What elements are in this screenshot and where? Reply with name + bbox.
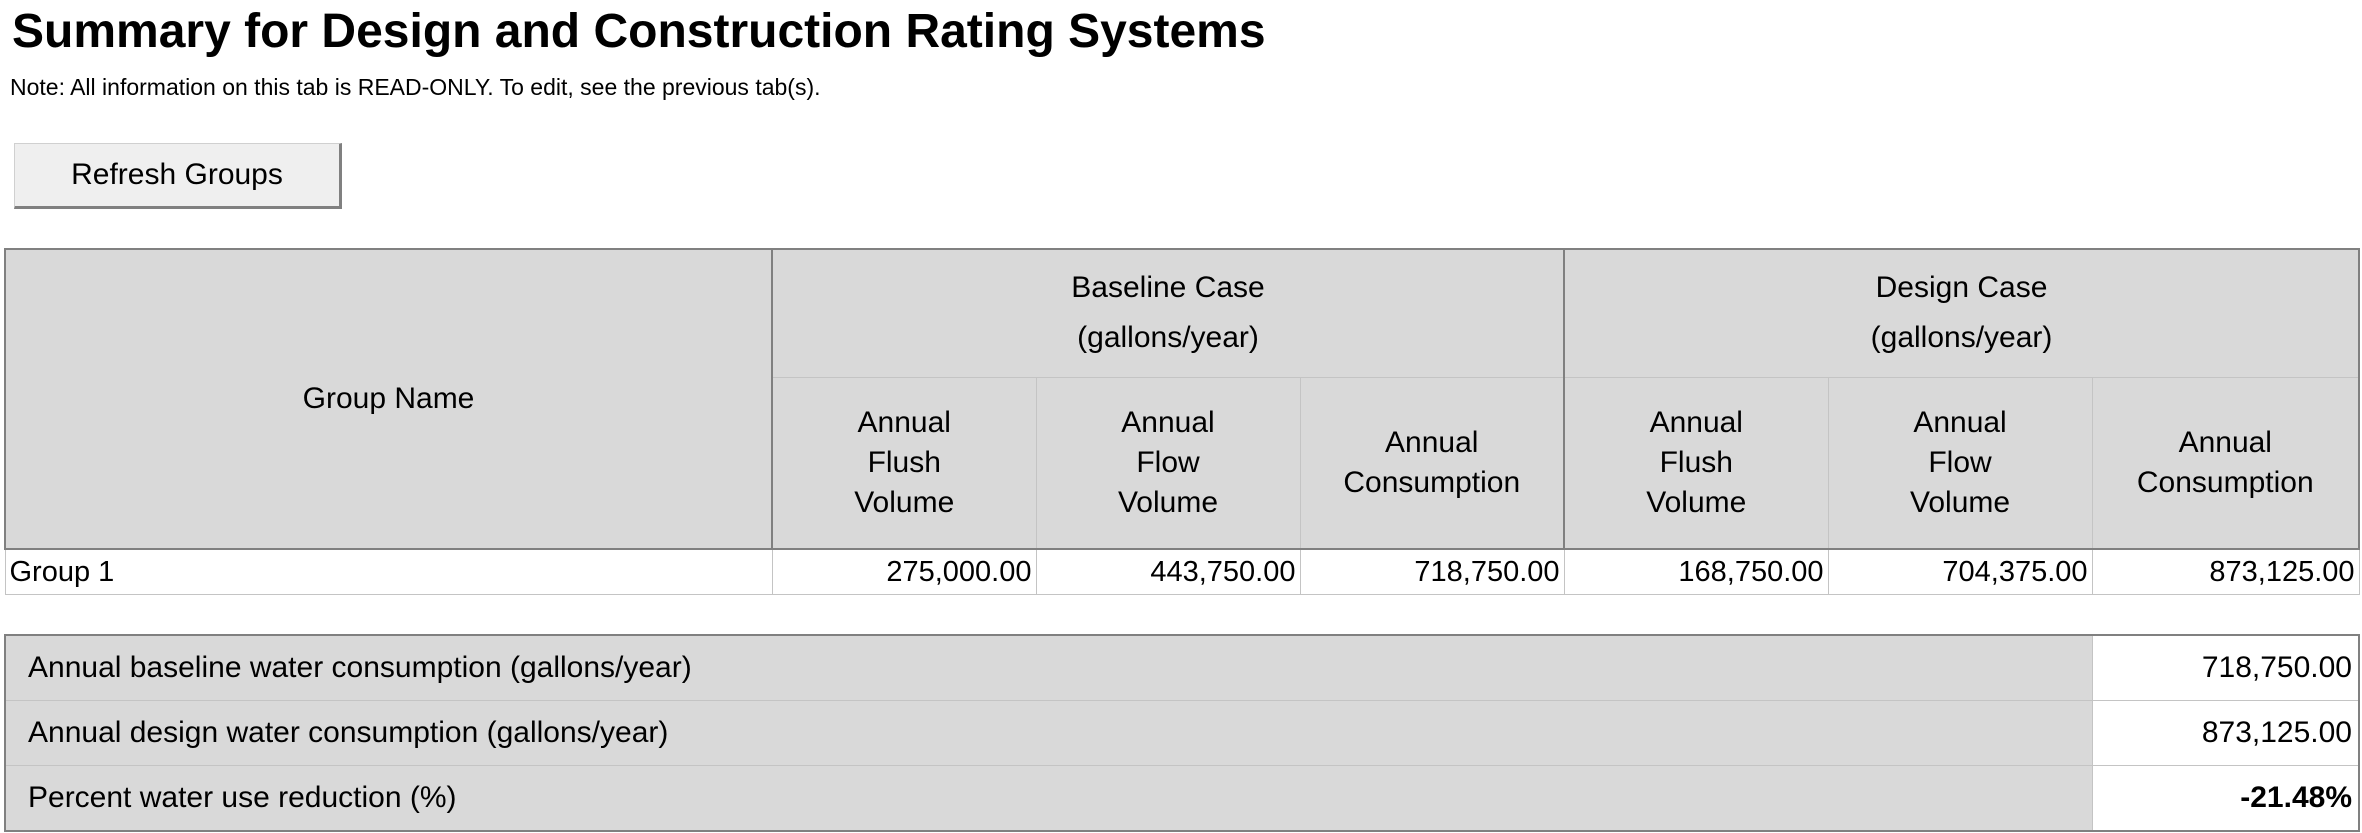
percent-reduction-label: Percent water use reduction (%): [4, 765, 2093, 832]
design-case-title: Design Case: [1875, 271, 2048, 305]
summary-row: Annual design water consumption (gallons…: [4, 700, 2360, 766]
design-consumption-label: Annual design water consumption (gallons…: [4, 700, 2093, 766]
design-flow-cell[interactable]: 704,375.00: [1827, 548, 2093, 595]
baseline-flow-cell[interactable]: 443,750.00: [1035, 548, 1301, 595]
baseline-consumption-cell[interactable]: 718,750.00: [1299, 548, 1565, 595]
refresh-groups-button[interactable]: Refresh Groups: [14, 143, 342, 209]
design-case-header: Design Case (gallons/year): [1563, 248, 2361, 378]
design-consumption-value[interactable]: 873,125.00: [2091, 700, 2360, 766]
summary-row: Percent water use reduction (%) -21.48%: [4, 765, 2360, 832]
design-flush-header: Annual Flush Volume: [1563, 376, 1829, 550]
table-row: Group 1 275,000.00 443,750.00 718,750.00…: [4, 548, 2360, 595]
baseline-consumption-value[interactable]: 718,750.00: [2091, 634, 2360, 701]
baseline-consumption-label: Annual baseline water consumption (gallo…: [4, 634, 2093, 701]
group-name-header: Group Name: [4, 248, 773, 550]
summary-row: Annual baseline water consumption (gallo…: [4, 634, 2360, 701]
design-flush-cell[interactable]: 168,750.00: [1563, 548, 1829, 595]
baseline-case-header: Baseline Case (gallons/year): [770, 248, 1565, 378]
design-case-unit: (gallons/year): [1870, 321, 2053, 355]
design-consumption-header: Annual Consumption: [2091, 376, 2361, 550]
baseline-consumption-header: Annual Consumption: [1299, 376, 1565, 550]
baseline-flush-cell[interactable]: 275,000.00: [771, 548, 1037, 595]
summary-table: Annual baseline water consumption (gallo…: [4, 634, 2360, 832]
group-name-cell[interactable]: Group 1: [4, 548, 773, 595]
baseline-case-unit: (gallons/year): [1077, 321, 1259, 355]
read-only-note: Note: All information on this tab is REA…: [10, 74, 821, 100]
groups-table: Group Name Baseline Case (gallons/year) …: [4, 248, 2361, 595]
design-flow-header: Annual Flow Volume: [1827, 376, 2093, 550]
page-title: Summary for Design and Construction Rati…: [12, 5, 1266, 58]
percent-reduction-value[interactable]: -21.48%: [2091, 765, 2360, 832]
baseline-case-title: Baseline Case: [1071, 271, 1265, 305]
baseline-flush-header: Annual Flush Volume: [771, 376, 1037, 550]
design-consumption-cell[interactable]: 873,125.00: [2091, 548, 2360, 595]
baseline-flow-header: Annual Flow Volume: [1035, 376, 1301, 550]
